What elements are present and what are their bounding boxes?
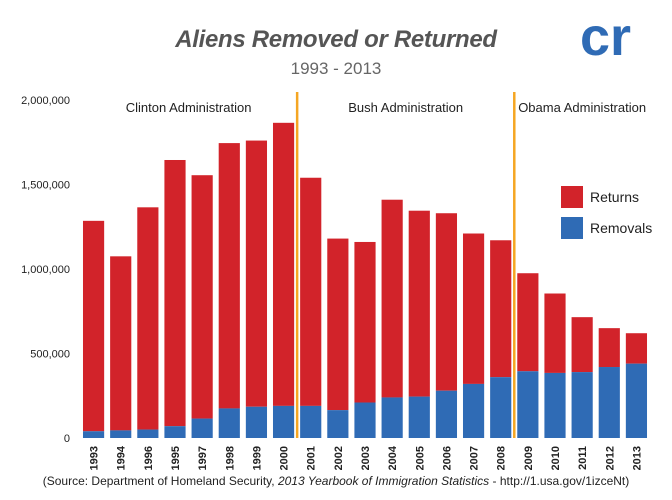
cr-logo-mark: cr bbox=[580, 7, 631, 67]
bar-removals-2006 bbox=[435, 390, 458, 438]
bar-returns-1997 bbox=[191, 175, 213, 419]
x-tick-label: 2007 bbox=[469, 446, 481, 470]
bar-removals-2012 bbox=[598, 367, 620, 438]
administration-label: Bush Administration bbox=[348, 100, 463, 115]
bar-removals-2013 bbox=[625, 363, 648, 438]
bar-returns-1996 bbox=[137, 207, 159, 430]
x-tick-label: 1995 bbox=[170, 446, 182, 470]
bar-returns-1998 bbox=[218, 143, 240, 409]
source-suffix: - http://1.usa.gov/1izceNt) bbox=[489, 474, 630, 488]
bar-removals-1994 bbox=[110, 430, 132, 438]
bar-removals-1999 bbox=[245, 406, 268, 438]
bar-returns-1994 bbox=[110, 256, 132, 431]
bar-removals-2007 bbox=[462, 383, 485, 438]
bar-removals-2003 bbox=[354, 402, 376, 438]
chart-title: Aliens Removed or Returned bbox=[175, 26, 497, 53]
source-note: (Source: Department of Homeland Security… bbox=[0, 474, 672, 488]
x-tick-label: 2008 bbox=[496, 446, 508, 470]
bar-returns-2011 bbox=[571, 317, 593, 373]
administration-label: Obama Administration bbox=[518, 100, 646, 115]
bar-returns-2013 bbox=[625, 333, 648, 364]
x-tick-label: 2001 bbox=[306, 446, 318, 470]
x-tick-label: 2003 bbox=[360, 446, 372, 470]
bar-returns-2012 bbox=[598, 328, 620, 368]
y-tick-label: 1,000,000 bbox=[21, 264, 70, 276]
bar-returns-1995 bbox=[164, 159, 186, 427]
x-tick-label: 1993 bbox=[89, 446, 101, 470]
cr-logo-text: cr bbox=[580, 15, 631, 63]
bar-removals-1993 bbox=[82, 431, 105, 438]
bar-removals-2000 bbox=[272, 405, 295, 438]
bar-removals-2009 bbox=[517, 371, 539, 438]
y-tick-label: 2,000,000 bbox=[21, 95, 70, 107]
bar-removals-2004 bbox=[381, 397, 403, 438]
bar-removals-1995 bbox=[164, 426, 186, 438]
legend-swatch-removals bbox=[561, 217, 583, 239]
bar-returns-2006 bbox=[435, 213, 458, 391]
stacked-bar-chart: 0 500,000 1,000,000 1,500,000 2,000,000 1993 1… bbox=[21, 92, 652, 470]
x-tick-label: 1994 bbox=[116, 445, 128, 470]
x-tick-label: 1998 bbox=[224, 446, 236, 470]
y-tick-label: 1,500,000 bbox=[21, 180, 70, 192]
bar-returns-2005 bbox=[408, 210, 430, 397]
administration-label: Clinton Administration bbox=[126, 100, 252, 115]
bar-removals-2011 bbox=[571, 372, 593, 438]
x-tick-label: 2011 bbox=[577, 446, 589, 470]
source-prefix: (Source: Department of Homeland Security… bbox=[42, 474, 278, 488]
x-tick-label: 1999 bbox=[251, 446, 263, 470]
x-tick-label: 1996 bbox=[143, 446, 155, 470]
bar-returns-2008 bbox=[490, 240, 512, 378]
bar-returns-2003 bbox=[354, 241, 376, 403]
bar-removals-2002 bbox=[327, 410, 349, 438]
bar-removals-1997 bbox=[191, 418, 213, 438]
legend-label-returns: Returns bbox=[590, 189, 639, 205]
bar-returns-2002 bbox=[327, 238, 349, 411]
x-tick-label: 2009 bbox=[523, 446, 535, 470]
x-tick-label: 2012 bbox=[604, 446, 616, 470]
bar-returns-1993 bbox=[82, 220, 105, 432]
bar-returns-2010 bbox=[544, 293, 566, 373]
x-tick-label: 1997 bbox=[197, 446, 209, 470]
cr-logo: cr bbox=[578, 7, 654, 68]
bar-returns-2000 bbox=[272, 122, 295, 406]
bar-returns-2007 bbox=[462, 233, 485, 384]
y-tick-label: 500,000 bbox=[30, 349, 70, 361]
x-tick-label: 2002 bbox=[333, 446, 345, 470]
bar-removals-2008 bbox=[490, 377, 512, 438]
bar-returns-2001 bbox=[300, 177, 322, 406]
bar-returns-1999 bbox=[245, 140, 268, 407]
bar-removals-2001 bbox=[300, 405, 322, 438]
bar-removals-2005 bbox=[408, 396, 430, 438]
legend-label-removals: Removals bbox=[590, 220, 652, 236]
bar-removals-2010 bbox=[544, 372, 566, 438]
bar-returns-2004 bbox=[381, 199, 403, 398]
x-tick-label: 2006 bbox=[441, 446, 453, 470]
bar-removals-1998 bbox=[218, 408, 240, 438]
source-publication: 2013 Yearbook of Immigration Statistics bbox=[277, 474, 490, 488]
legend-swatch-returns bbox=[561, 186, 583, 208]
x-tick-label: 2005 bbox=[414, 446, 426, 470]
x-tick-label: 2000 bbox=[279, 446, 291, 470]
y-tick-label: 0 bbox=[64, 433, 70, 445]
x-tick-label: 2004 bbox=[387, 445, 399, 470]
bar-removals-1996 bbox=[137, 429, 159, 438]
bar-returns-2009 bbox=[517, 273, 539, 372]
chart-subtitle: 1993 - 2013 bbox=[290, 59, 382, 78]
x-tick-label: 2010 bbox=[550, 446, 562, 470]
x-tick-label: 2013 bbox=[631, 446, 643, 470]
